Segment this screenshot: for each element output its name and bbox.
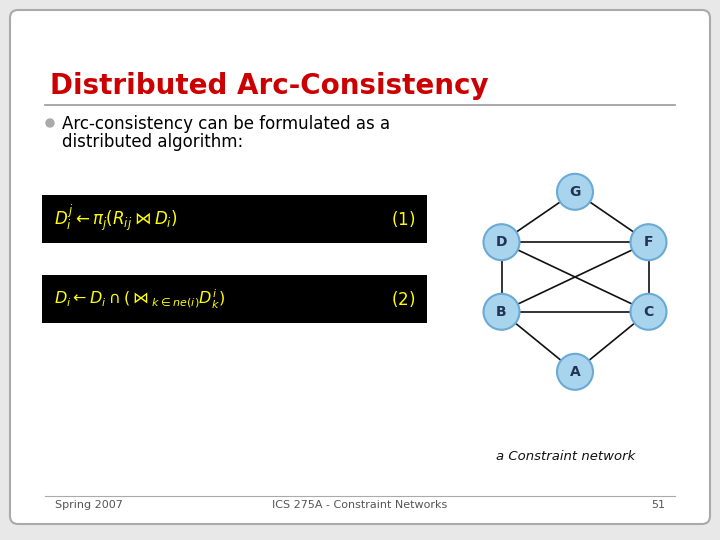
Text: G: G [570,185,581,199]
Circle shape [484,294,520,330]
Circle shape [557,354,593,390]
Text: $D_i \leftarrow D_i \cap (\bowtie_{k \in ne(i)} D_k^i)$: $D_i \leftarrow D_i \cap (\bowtie_{k \in… [54,287,225,310]
Text: $D_i^j \leftarrow \pi_j(R_{ij} \bowtie D_i)$: $D_i^j \leftarrow \pi_j(R_{ij} \bowtie D… [54,204,178,234]
Text: distributed algorithm:: distributed algorithm: [62,133,243,151]
Circle shape [631,294,667,330]
Circle shape [46,119,54,127]
Text: C: C [644,305,654,319]
Circle shape [484,224,520,260]
Text: ICS 275A - Constraint Networks: ICS 275A - Constraint Networks [272,500,448,510]
FancyBboxPatch shape [42,275,427,323]
FancyBboxPatch shape [10,10,710,524]
Text: Arc-consistency can be formulated as a: Arc-consistency can be formulated as a [62,115,390,133]
Circle shape [557,174,593,210]
Text: Distributed Arc-Consistency: Distributed Arc-Consistency [50,72,489,100]
Text: Spring 2007: Spring 2007 [55,500,123,510]
Circle shape [631,224,667,260]
Text: A: A [570,365,580,379]
Text: $(1)$: $(1)$ [391,209,415,229]
Text: 51: 51 [651,500,665,510]
Text: D: D [496,235,508,249]
Text: B: B [496,305,507,319]
Text: F: F [644,235,653,249]
FancyBboxPatch shape [42,195,427,243]
Text: $(2)$: $(2)$ [391,289,415,309]
Text: a Constraint network: a Constraint network [496,450,635,463]
